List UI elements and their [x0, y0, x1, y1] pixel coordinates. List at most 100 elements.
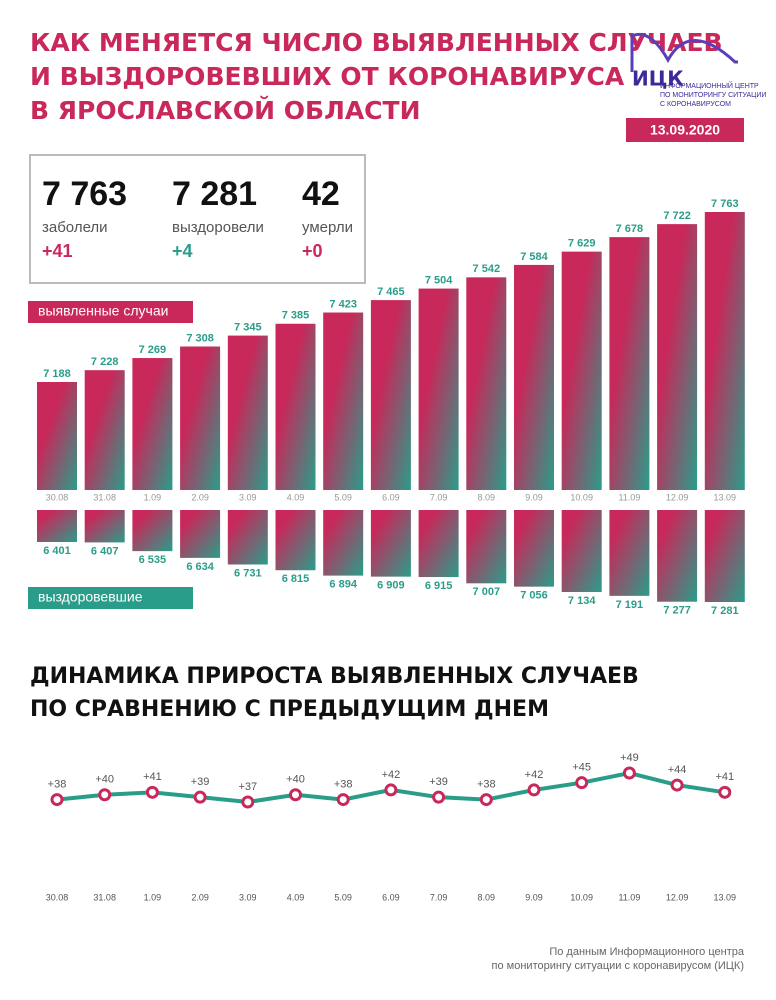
x-tick-label: 8.09: [478, 892, 496, 902]
value-label: 7 188: [43, 368, 71, 380]
bar: [323, 510, 364, 576]
value-label: 7 722: [663, 210, 691, 222]
stat-label: умерли: [302, 219, 353, 236]
stat-value: 7 281: [172, 175, 257, 213]
logo-caption: ПО МОНИТОРИНГУ СИТУАЦИИ: [660, 92, 766, 99]
x-tick-label: 3.09: [239, 892, 257, 902]
bar: [514, 510, 554, 587]
value-label: 7 385: [282, 310, 310, 322]
value-label: 6 731: [234, 567, 262, 579]
value-label: 7 281: [711, 605, 739, 617]
bar: [418, 288, 459, 490]
stat-value: 7 763: [42, 175, 127, 213]
logo-text: ИЦК: [632, 67, 684, 91]
bar: [609, 237, 650, 490]
x-tick-label: 2.09: [191, 492, 209, 502]
value-label: +40: [95, 774, 114, 786]
chart-title: ДИНАМИКА ПРИРОСТА ВЫЯВЛЕННЫХ СЛУЧАЕВ: [30, 664, 639, 689]
bar: [514, 264, 554, 490]
bar: [132, 358, 173, 490]
value-label: +38: [334, 778, 353, 790]
marker: [50, 793, 64, 807]
value-label: +39: [429, 776, 448, 788]
x-tick-label: 7.09: [430, 492, 448, 502]
x-tick-label: 12.09: [666, 492, 689, 502]
bar: [561, 510, 602, 592]
marker: [527, 783, 541, 797]
date-box: [626, 118, 744, 142]
value-label: +38: [48, 778, 67, 790]
value-label: +37: [238, 781, 257, 793]
value-label: +42: [382, 769, 401, 781]
bar: [370, 510, 411, 577]
marker: [384, 783, 398, 797]
value-label: 6 407: [91, 545, 119, 557]
title-line: И ВЫЗДОРОВЕВШИХ ОТ КОРОНАВИРУСА: [30, 62, 625, 91]
title-line: В ЯРОСЛАВСКОЙ ОБЛАСТИ: [30, 96, 421, 125]
chart-title: ПО СРАВНЕНИЮ С ПРЕДЫДУЩИМ ДНЕМ: [30, 697, 549, 722]
marker: [145, 785, 159, 799]
bar: [132, 510, 173, 552]
x-tick-label: 11.09: [618, 492, 640, 502]
bar: [704, 212, 745, 490]
x-tick-label: 30.08: [46, 492, 69, 502]
value-label: +39: [191, 776, 210, 788]
x-tick-label: 1.09: [144, 892, 162, 902]
marker: [98, 788, 112, 802]
x-tick-label: 7.09: [430, 892, 448, 902]
value-label: 7 465: [377, 286, 405, 298]
x-tick-label: 4.09: [287, 492, 305, 502]
date: 13.09.2020: [650, 122, 720, 138]
x-tick-label: 31.08: [93, 892, 116, 902]
value-label: 6 909: [377, 580, 405, 592]
logo: ИЦК ИНФОРМАЦИОННЫЙ ЦЕНТР ПО МОНИТОРИНГУ …: [626, 33, 766, 142]
bar: [37, 510, 77, 542]
stat-delta: +0: [302, 241, 323, 261]
x-tick-label: 12.09: [666, 892, 689, 902]
x-tick-label: 10.09: [570, 492, 593, 502]
value-label: 7 584: [520, 251, 548, 263]
value-label: +41: [143, 771, 162, 783]
bar: [37, 382, 77, 490]
bar: [180, 510, 221, 558]
x-tick-label: 6.09: [382, 892, 400, 902]
bar: [466, 510, 507, 584]
stat-delta: +4: [172, 241, 193, 261]
legend-label: выздоровевшие: [38, 589, 143, 605]
x-tick-label: 13.09: [714, 892, 737, 902]
value-label: 7 134: [568, 595, 596, 607]
x-tick-label: 8.09: [478, 492, 496, 502]
bar: [704, 510, 745, 602]
value-label: 6 401: [43, 545, 71, 557]
x-tick-label: 13.09: [714, 492, 737, 502]
x-tick-label: 2.09: [191, 892, 209, 902]
stat-label: заболели: [42, 219, 108, 236]
value-label: 7 542: [473, 263, 501, 275]
bar: [657, 224, 698, 490]
marker: [575, 776, 589, 790]
value-label: 7 308: [186, 332, 214, 344]
stats-box: [29, 154, 366, 284]
value-label: +44: [668, 764, 687, 776]
value-label: 7 228: [91, 356, 119, 368]
bar: [370, 300, 411, 490]
footer: по мониторингу ситуации с коронавирусом …: [492, 960, 744, 972]
bar: [227, 510, 268, 565]
value-label: 7 269: [139, 344, 167, 356]
bar: [84, 370, 125, 490]
value-label: 7 191: [616, 599, 644, 611]
line-chart: ДИНАМИКА ПРИРОСТА ВЫЯВЛЕННЫХ СЛУЧАЕВ ПО …: [30, 664, 736, 902]
value-label: +40: [286, 774, 305, 786]
bar-chart: 7 188 30.08 6 401 7 228 31.08 6 407 7 269 1.09 6…: [28, 198, 745, 617]
x-tick-label: 3.09: [239, 492, 257, 502]
value-label: 7 423: [329, 298, 357, 310]
logo-caption: С КОРОНАВИРУСОМ: [660, 101, 731, 108]
legend-box: [28, 301, 193, 323]
bar: [227, 335, 268, 490]
x-tick-label: 1.09: [144, 492, 162, 502]
value-label: 7 678: [616, 223, 644, 235]
x-tick-label: 5.09: [334, 492, 352, 502]
marker: [289, 788, 302, 802]
title-line: КАК МЕНЯЕТСЯ ЧИСЛО ВЫЯВЛЕННЫХ СЛУЧАЕВ: [30, 28, 723, 57]
